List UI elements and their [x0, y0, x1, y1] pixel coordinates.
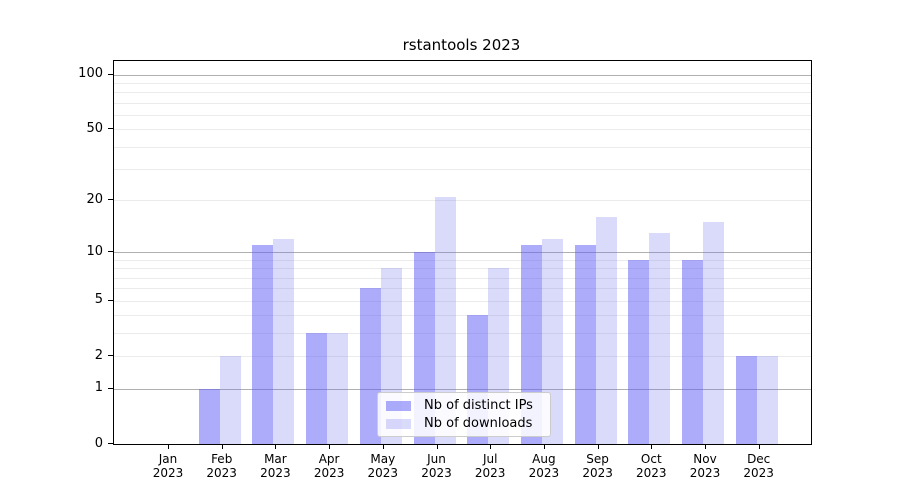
y-tick-label: 0: [94, 435, 103, 451]
bar-distinct-ips: [359, 288, 381, 444]
x-tick-mark: [651, 444, 653, 449]
bar-downloads: [273, 238, 295, 444]
bar-downloads: [595, 217, 617, 444]
x-tick-label: Jun 2023: [421, 452, 452, 480]
bar-distinct-ips: [735, 356, 757, 444]
x-tick-mark: [758, 444, 760, 449]
gridline-minor: [114, 288, 811, 290]
y-tick-mark: [108, 355, 113, 357]
y-tick-mark: [108, 443, 113, 444]
x-tick-label: Sep 2023: [582, 452, 613, 480]
bar-distinct-ips: [682, 259, 703, 444]
x-tick-label: Oct 2023: [636, 452, 667, 480]
chart-title: rstantools 2023: [402, 36, 521, 54]
gridline-minor: [114, 115, 811, 117]
x-tick-label: Apr 2023: [313, 452, 345, 480]
x-tick-mark: [436, 444, 438, 449]
x-tick-label: Jul 2023: [474, 452, 506, 480]
y-tick-label: 10: [86, 243, 103, 259]
gridline-minor: [114, 356, 811, 358]
x-tick-mark: [543, 444, 545, 449]
x-tick-label: Dec 2023: [743, 452, 774, 480]
x-tick-mark: [275, 444, 277, 449]
x-tick-label: Feb 2023: [206, 452, 237, 480]
bar-distinct-ips: [306, 333, 328, 444]
bar-downloads: [327, 333, 349, 444]
gridline-minor: [114, 200, 811, 202]
gridline-major: [114, 74, 811, 76]
x-tick-mark: [221, 444, 223, 449]
bar-distinct-ips: [198, 388, 220, 444]
gridline-minor: [114, 146, 811, 148]
x-tick-mark: [168, 444, 169, 449]
bar-downloads: [434, 196, 456, 444]
x-tick-label: Mar 2023: [260, 452, 291, 480]
gridline-minor: [114, 169, 811, 171]
y-tick-label: 1: [94, 380, 103, 396]
x-tick-mark: [490, 444, 492, 449]
y-tick-mark: [108, 251, 113, 253]
gridline-major: [114, 388, 811, 390]
y-tick-label: 5: [94, 292, 103, 308]
gridline-minor: [114, 259, 811, 261]
x-tick-label: Aug 2023: [528, 452, 560, 480]
bar-downloads: [703, 222, 724, 444]
bar-distinct-ips: [574, 245, 596, 444]
plot-area: [113, 60, 812, 445]
gridline-minor: [114, 83, 811, 85]
legend-label-distinct-ips: Nb of distinct IPs: [424, 398, 533, 413]
gridline-major: [114, 252, 811, 254]
legend-item-downloads: Nb of downloads: [386, 416, 542, 431]
legend-swatch-distinct-ips: [386, 400, 411, 411]
y-tick-mark: [108, 387, 113, 389]
y-tick-label: 2: [94, 347, 103, 363]
gridline-minor: [114, 102, 811, 104]
y-tick-label: 50: [86, 120, 103, 136]
gridline-minor: [114, 277, 811, 279]
gridline-minor: [114, 300, 811, 302]
x-tick-mark: [382, 444, 384, 449]
gridline-minor: [114, 333, 811, 335]
x-tick-label: Nov 2023: [689, 452, 721, 480]
x-tick-label: May 2023: [367, 452, 399, 480]
gridline-minor: [114, 129, 811, 131]
legend-swatch-downloads: [386, 418, 411, 429]
y-tick-label: 20: [86, 191, 103, 207]
bar-distinct-ips: [252, 245, 274, 444]
y-tick-mark: [108, 199, 113, 201]
x-tick-mark: [329, 444, 331, 449]
y-tick-mark: [108, 128, 113, 130]
legend-label-downloads: Nb of downloads: [424, 416, 533, 431]
y-tick-label: 100: [78, 66, 103, 82]
gridline-minor: [114, 315, 811, 317]
x-tick-label: Jan 2023: [152, 452, 184, 480]
bar-downloads: [219, 356, 241, 444]
x-tick-mark: [705, 444, 706, 449]
legend-item-distinct-ips: Nb of distinct IPs: [386, 398, 542, 413]
gridline-minor: [114, 92, 811, 94]
legend: Nb of distinct IPs Nb of downloads: [377, 392, 551, 437]
bar-downloads: [756, 356, 778, 444]
y-tick-mark: [108, 73, 113, 75]
bar-distinct-ips: [628, 259, 650, 444]
x-tick-mark: [597, 444, 599, 449]
y-tick-mark: [108, 299, 113, 301]
gridline-minor: [114, 268, 811, 270]
bar-downloads: [649, 232, 671, 444]
